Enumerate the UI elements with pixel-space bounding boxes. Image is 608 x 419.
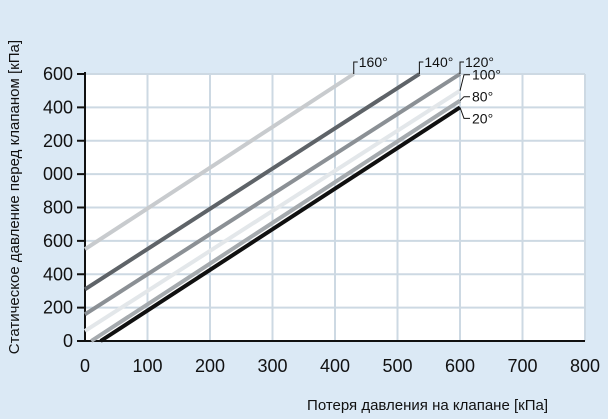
series-line-4	[83, 89, 462, 333]
y-tick-label: 000	[43, 164, 73, 184]
series-lines	[83, 72, 462, 343]
x-tick-label: 700	[507, 356, 537, 376]
y-tick-label: 600	[43, 231, 73, 251]
y-tick-label: 400	[43, 97, 73, 117]
series-label-leader	[459, 61, 464, 74]
series-label-leader	[459, 107, 470, 119]
series-label-leader	[353, 61, 358, 74]
x-tick-label: 300	[257, 356, 287, 376]
series-label: 80°	[472, 89, 493, 105]
y-tick-label: 600	[43, 64, 73, 84]
axes: 0 100 200 300 400 500 600 700 800 0 200 400 600 800 00…	[43, 64, 600, 376]
y-tick-label: 0	[63, 331, 73, 351]
series-line-3	[83, 72, 462, 316]
series-label: 120°	[465, 54, 494, 70]
series-label: 160°	[359, 54, 388, 70]
series-label: 140°	[424, 54, 453, 70]
y-tick-label: 200	[43, 131, 73, 151]
y-axis-title: Статическое давление перед клапаном [кПа…	[6, 40, 23, 354]
series-line-6	[99, 105, 462, 343]
x-axis-title: Потеря давления на клапане [кПа]	[307, 397, 548, 414]
series-labels: 160° 140° 120°100° 80° 20°	[353, 54, 501, 126]
series-line-2	[83, 72, 421, 291]
x-tick-label: 500	[382, 356, 412, 376]
x-tick-label: 0	[80, 356, 90, 376]
series-label-leader	[418, 61, 424, 74]
x-tick-label: 600	[445, 356, 475, 376]
x-tick-label: 800	[570, 356, 600, 376]
series-line-1	[83, 72, 355, 251]
y-tick-label: 800	[43, 198, 73, 218]
x-tick-label: 200	[195, 356, 225, 376]
series-label-leader	[459, 74, 470, 91]
series-line-5	[90, 99, 462, 343]
y-tick-label: 200	[43, 298, 73, 318]
series-label-leader	[459, 96, 470, 102]
y-tick-label: 400	[43, 264, 73, 284]
x-tick-label: 100	[132, 356, 162, 376]
series-label: 100°	[472, 67, 501, 83]
series-label: 20°	[472, 110, 493, 126]
x-tick-label: 400	[320, 356, 350, 376]
